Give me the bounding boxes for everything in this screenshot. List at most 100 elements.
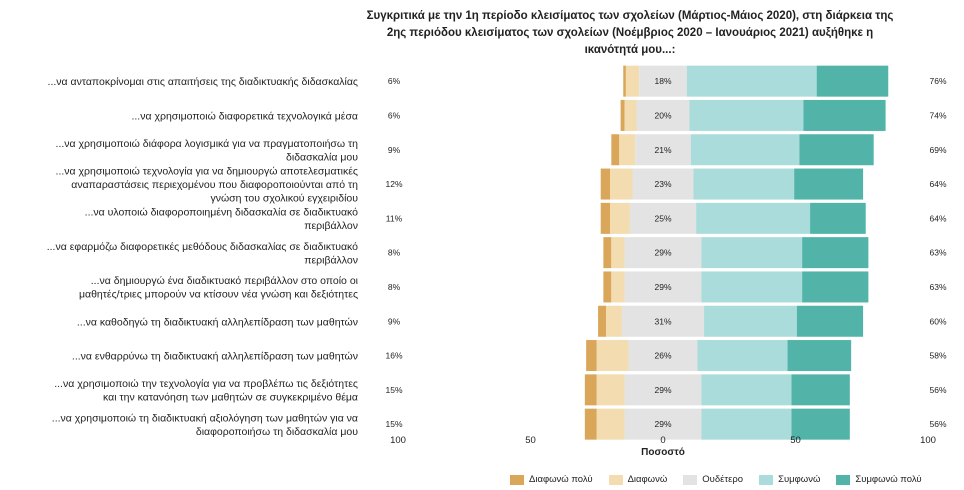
bar-agree-row-5 <box>696 202 811 234</box>
bar-agree-row-6 <box>701 237 803 269</box>
bar-strongly-disagree-row-4 <box>600 168 611 200</box>
left-percent-label-row-7: 8% <box>388 282 401 292</box>
bar-agree-row-4 <box>693 168 795 200</box>
neutral-percent-label-row-3: 21% <box>654 145 671 155</box>
bar-neutral-row-5 <box>629 202 697 234</box>
neutral-percent-label-row-11: 29% <box>654 419 671 429</box>
bar-neutral-row-4 <box>632 168 694 200</box>
x-axis-label: Ποσοστό <box>641 447 685 458</box>
bar-strongly-disagree-row-2 <box>620 99 625 131</box>
bar-disagree-row-9 <box>596 340 629 372</box>
legend-label-neutral: Ουδέτερο <box>702 474 744 485</box>
bar-strongly-disagree-row-6 <box>603 237 612 269</box>
bar-strongly-agree-row-3 <box>799 134 874 166</box>
category-label-row-11-line-2: διαφοροποιήσω τη διδασκαλία μου <box>196 426 358 438</box>
category-label-row-6-line-1: ...να εφαρμόζω διαφορετικές μεθόδους διδ… <box>47 241 358 253</box>
left-percent-label-row-1: 6% <box>388 76 401 86</box>
category-label-row-1-line-1: ...να ανταποκρίνομαι στις απαιτήσεις της… <box>48 76 358 88</box>
bar-agree-row-3 <box>690 134 800 166</box>
category-label-row-6-line-2: περιβάλλον <box>304 254 358 266</box>
left-percent-label-row-9: 16% <box>385 351 402 361</box>
legend-item-disagree: Διαφωνώ <box>608 474 668 485</box>
category-label-row-7-line-2: μαθητές/τριες μπορούν να κτίσουν νέα γνώ… <box>79 289 358 301</box>
bar-neutral-row-6 <box>624 237 702 269</box>
bar-disagree-row-5 <box>610 202 630 234</box>
category-label-row-10-line-1: ...να χρησιμοποιώ την τεχνολογία για να … <box>54 378 358 390</box>
left-percent-label-row-8: 9% <box>388 316 401 326</box>
neutral-percent-label-row-10: 29% <box>654 385 671 395</box>
bar-strongly-agree-row-2 <box>803 99 886 131</box>
category-label-row-4-line-1: ...να χρησιμοποιώ τεχνολογία για να δημι… <box>56 166 358 178</box>
neutral-percent-label-row-7: 29% <box>654 282 671 292</box>
bar-strongly-disagree-row-1 <box>623 65 626 97</box>
category-label-row-5-line-1: ...να υλοποιώ διαφοροποιημένη διδασκαλία… <box>85 207 358 219</box>
bar-strongly-disagree-row-8 <box>598 305 607 337</box>
category-label-row-3-line-1: ...να χρησιμοποιώ διάφορα λογισμικά για … <box>56 138 359 150</box>
legend-label-agree: Συμφωνώ <box>778 474 821 485</box>
x-tick-label-2: 50 <box>525 435 536 446</box>
x-tick-label-1: 100 <box>390 435 406 446</box>
title-line-3: ικανότητά μου...: <box>584 44 676 56</box>
left-percent-label-row-3: 9% <box>388 145 401 155</box>
x-tick-label-5: 100 <box>920 435 936 446</box>
bar-neutral-row-11 <box>624 408 702 440</box>
right-percent-label-row-6: 63% <box>929 248 946 258</box>
chart-plot-area: ...να ανταποκρίνομαι στις απαιτήσεις της… <box>47 65 947 458</box>
bar-agree-row-9 <box>697 340 788 372</box>
bar-strongly-disagree-row-10 <box>584 374 597 406</box>
category-label-row-4-line-3: γνώση του σχολικού εγχειριδίου <box>210 193 358 205</box>
bar-strongly-agree-row-5 <box>810 202 866 234</box>
bar-neutral-row-1 <box>639 65 687 97</box>
chart-legend: Διαφωνώ πολύ Διαφωνώ Ουδέτερο Συμφωνώ Συ… <box>510 474 922 485</box>
bar-disagree-row-6 <box>611 237 625 269</box>
neutral-percent-label-row-2: 20% <box>654 110 671 120</box>
bar-agree-row-8 <box>704 305 797 337</box>
left-percent-label-row-5: 11% <box>386 213 403 223</box>
category-label-row-5-line-2: περιβάλλον <box>304 220 358 232</box>
bar-neutral-row-9 <box>628 340 698 372</box>
bar-strongly-disagree-row-9 <box>586 340 597 372</box>
bar-disagree-row-7 <box>611 271 625 303</box>
x-tick-label-3: 0 <box>660 435 665 446</box>
right-percent-label-row-10: 56% <box>929 385 946 395</box>
category-label-row-8-line-1: ...να καθοδηγώ τη διαδικτυακή αλληλεπίδρ… <box>77 316 358 328</box>
legend-item-neutral: Ουδέτερο <box>683 474 743 485</box>
x-tick-label-4: 50 <box>790 435 801 446</box>
legend-label-disagree: Διαφωνώ <box>627 474 668 485</box>
neutral-percent-label-row-4: 23% <box>654 179 671 189</box>
legend-swatch-disagree <box>608 474 623 485</box>
bar-strongly-agree-row-1 <box>816 65 889 97</box>
bar-neutral-row-3 <box>635 134 691 166</box>
left-percent-label-row-10: 15% <box>385 385 402 395</box>
legend-item-strongly-agree: Συμφωνώ πολύ <box>836 474 922 485</box>
category-label-row-11-line-1: ...να χρησιμοποιώ τη διαδικτυακή αξιολόγ… <box>52 412 358 424</box>
bar-strongly-agree-row-6 <box>802 237 869 269</box>
legend-swatch-strongly-agree <box>836 474 851 485</box>
bar-strongly-agree-row-10 <box>791 374 850 406</box>
bar-neutral-row-2 <box>636 99 690 131</box>
bar-neutral-row-8 <box>621 305 705 337</box>
category-label-row-2-line-1: ...να χρησιμοποιώ διαφορετικά τεχνολογικ… <box>131 110 358 122</box>
right-percent-label-row-8: 60% <box>929 316 946 326</box>
bar-neutral-row-10 <box>624 374 702 406</box>
bar-strongly-agree-row-7 <box>802 271 869 303</box>
bar-agree-row-11 <box>701 408 792 440</box>
legend-item-agree: Συμφωνώ <box>759 474 820 485</box>
chart-title: Συγκριτικά με την 1η περίοδο κλεισίματος… <box>330 8 930 59</box>
legend-label-strongly-agree: Συμφωνώ πολύ <box>855 474 922 485</box>
bar-strongly-disagree-row-7 <box>603 271 612 303</box>
category-label-row-9-line-1: ...να ενθαρρύνω τη διαδικτυακή αλληλεπίδ… <box>72 351 358 363</box>
left-percent-label-row-2: 6% <box>388 110 401 120</box>
neutral-percent-label-row-1: 18% <box>654 76 671 86</box>
bar-disagree-row-3 <box>619 134 636 166</box>
right-percent-label-row-5: 64% <box>929 213 946 223</box>
category-label-row-3-line-2: διδασκαλία μου <box>286 152 358 164</box>
bar-disagree-row-1 <box>625 65 640 97</box>
right-percent-label-row-7: 63% <box>929 282 946 292</box>
bar-agree-row-1 <box>686 65 817 97</box>
bar-strongly-disagree-row-11 <box>584 408 597 440</box>
left-percent-label-row-11: 15% <box>385 419 402 429</box>
bar-strongly-agree-row-4 <box>794 168 864 200</box>
bar-agree-row-7 <box>701 271 803 303</box>
legend-swatch-strongly-disagree <box>510 474 524 485</box>
